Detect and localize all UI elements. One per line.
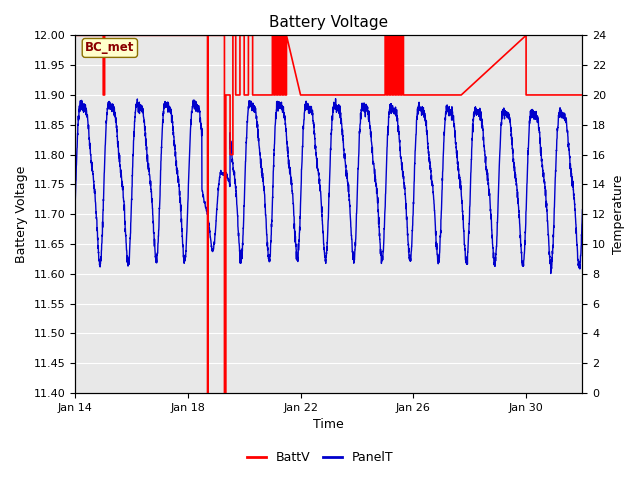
Y-axis label: Battery Voltage: Battery Voltage: [15, 166, 28, 263]
Title: Battery Voltage: Battery Voltage: [269, 15, 388, 30]
Y-axis label: Temperature: Temperature: [612, 175, 625, 254]
X-axis label: Time: Time: [314, 419, 344, 432]
Text: BC_met: BC_met: [85, 41, 134, 54]
Legend: BattV, PanelT: BattV, PanelT: [242, 446, 398, 469]
